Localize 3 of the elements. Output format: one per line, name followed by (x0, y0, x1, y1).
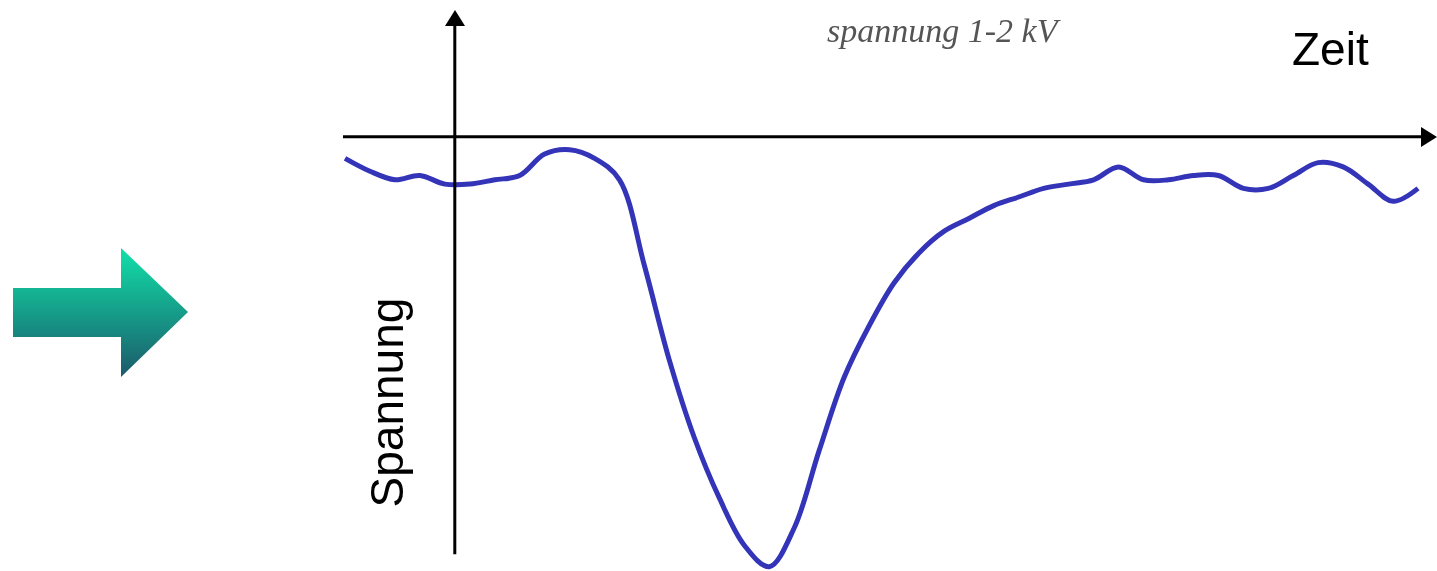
x-axis-title: Zeit (1292, 23, 1369, 75)
y-axis-title: Spannung (361, 297, 414, 508)
text: spannung 1-2 kV (827, 12, 1062, 49)
